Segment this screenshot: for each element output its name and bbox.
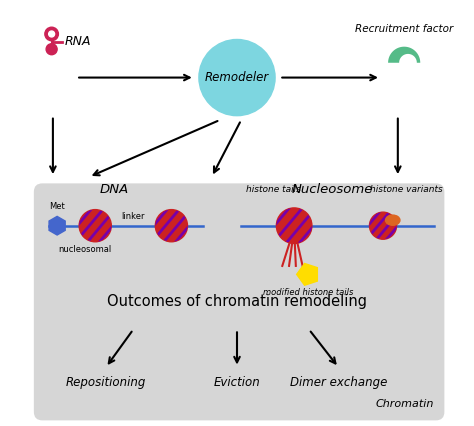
- Circle shape: [155, 210, 188, 242]
- Circle shape: [79, 210, 111, 242]
- Polygon shape: [388, 47, 420, 63]
- Text: DNA: DNA: [100, 183, 129, 196]
- Circle shape: [276, 208, 312, 244]
- Circle shape: [45, 27, 58, 41]
- Circle shape: [199, 40, 275, 115]
- Circle shape: [276, 208, 312, 244]
- Circle shape: [79, 210, 111, 242]
- Text: Eviction: Eviction: [214, 376, 260, 389]
- Text: Remodeler: Remodeler: [205, 71, 269, 84]
- Ellipse shape: [385, 215, 400, 225]
- Circle shape: [369, 212, 397, 239]
- Text: histone tails: histone tails: [246, 185, 301, 194]
- Text: Repositioning: Repositioning: [65, 376, 146, 389]
- Text: Outcomes of chromatin remodeling: Outcomes of chromatin remodeling: [107, 294, 367, 309]
- Text: Chromatin: Chromatin: [375, 399, 434, 409]
- Text: Recruitment factor: Recruitment factor: [355, 24, 453, 34]
- Circle shape: [155, 210, 188, 242]
- Circle shape: [46, 44, 57, 55]
- Text: linker: linker: [121, 212, 145, 221]
- Circle shape: [49, 31, 55, 37]
- Text: Met: Met: [49, 202, 65, 211]
- FancyBboxPatch shape: [34, 183, 445, 420]
- Text: Nucleosome: Nucleosome: [292, 183, 373, 196]
- Text: nucleosomal: nucleosomal: [58, 245, 111, 254]
- Circle shape: [369, 212, 397, 239]
- Text: Dimer exchange: Dimer exchange: [290, 376, 387, 389]
- Text: RNA: RNA: [64, 35, 91, 48]
- Text: modified histone tails: modified histone tails: [263, 288, 353, 297]
- Text: histone variants: histone variants: [370, 185, 443, 194]
